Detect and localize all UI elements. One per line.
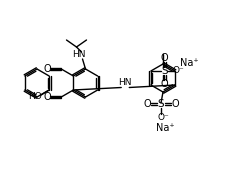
Text: HN: HN xyxy=(71,51,85,59)
Text: O: O xyxy=(160,79,167,89)
Text: HO: HO xyxy=(28,93,42,101)
Text: Na⁺: Na⁺ xyxy=(179,58,197,68)
Text: Na⁺: Na⁺ xyxy=(155,123,173,133)
Text: HN: HN xyxy=(118,78,131,87)
Text: O: O xyxy=(160,53,167,63)
Text: S: S xyxy=(160,66,167,76)
Text: O: O xyxy=(43,92,50,102)
Text: S: S xyxy=(157,99,164,109)
Text: O⁻: O⁻ xyxy=(171,67,183,75)
Text: O⁻: O⁻ xyxy=(156,114,168,122)
Text: O: O xyxy=(43,64,50,74)
Text: O: O xyxy=(170,99,178,109)
Text: O: O xyxy=(143,99,150,109)
